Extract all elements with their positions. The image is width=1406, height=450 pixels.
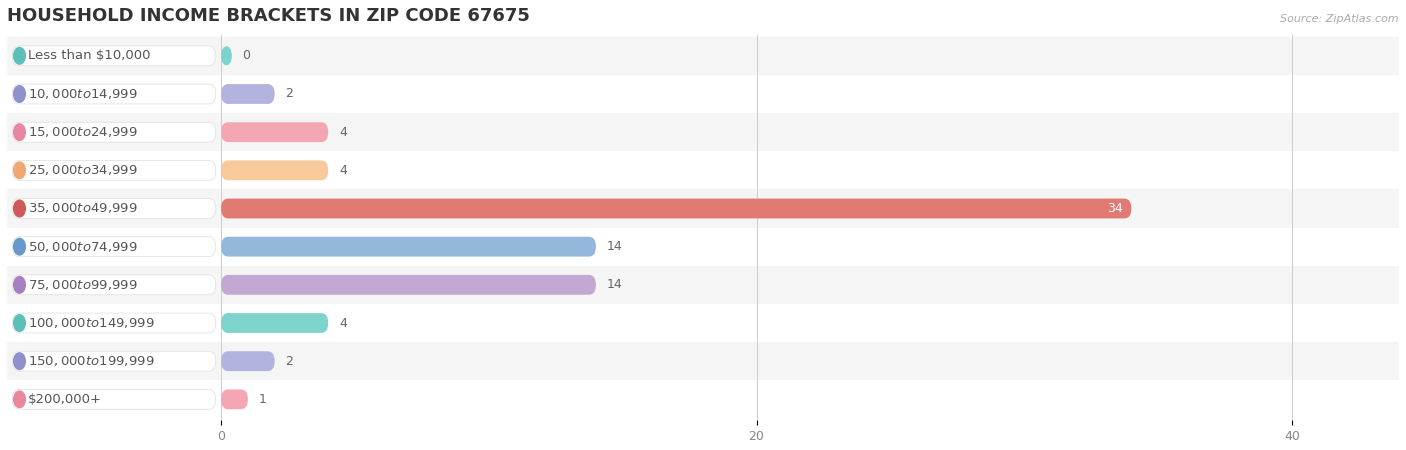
Circle shape — [14, 200, 25, 217]
Text: $100,000 to $149,999: $100,000 to $149,999 — [28, 316, 155, 330]
Bar — [7, 75, 1399, 113]
Text: 2: 2 — [285, 355, 294, 368]
Circle shape — [14, 48, 25, 64]
FancyBboxPatch shape — [221, 351, 274, 371]
Circle shape — [14, 391, 25, 408]
Text: $35,000 to $49,999: $35,000 to $49,999 — [28, 202, 138, 216]
FancyBboxPatch shape — [221, 160, 328, 180]
FancyBboxPatch shape — [221, 198, 1132, 218]
FancyBboxPatch shape — [13, 122, 215, 142]
Text: 0: 0 — [242, 50, 250, 63]
Circle shape — [14, 162, 25, 179]
Circle shape — [14, 86, 25, 102]
FancyBboxPatch shape — [221, 389, 247, 409]
Bar — [7, 228, 1399, 266]
Circle shape — [14, 276, 25, 293]
Text: Source: ZipAtlas.com: Source: ZipAtlas.com — [1281, 14, 1399, 23]
Bar — [7, 266, 1399, 304]
Circle shape — [14, 238, 25, 255]
FancyBboxPatch shape — [13, 198, 215, 218]
FancyBboxPatch shape — [13, 351, 215, 371]
Text: $75,000 to $99,999: $75,000 to $99,999 — [28, 278, 138, 292]
Text: $150,000 to $199,999: $150,000 to $199,999 — [28, 354, 155, 368]
Text: 4: 4 — [339, 126, 347, 139]
Text: Less than $10,000: Less than $10,000 — [28, 50, 150, 63]
Text: $10,000 to $14,999: $10,000 to $14,999 — [28, 87, 138, 101]
Text: 14: 14 — [606, 279, 623, 291]
Bar — [7, 189, 1399, 228]
FancyBboxPatch shape — [13, 237, 215, 256]
FancyBboxPatch shape — [13, 389, 215, 409]
Text: $25,000 to $34,999: $25,000 to $34,999 — [28, 163, 138, 177]
FancyBboxPatch shape — [13, 313, 215, 333]
Text: 34: 34 — [1108, 202, 1123, 215]
Bar — [7, 151, 1399, 189]
FancyBboxPatch shape — [13, 275, 215, 295]
Text: 4: 4 — [339, 316, 347, 329]
Circle shape — [14, 315, 25, 331]
FancyBboxPatch shape — [13, 160, 215, 180]
Text: $15,000 to $24,999: $15,000 to $24,999 — [28, 125, 138, 139]
FancyBboxPatch shape — [221, 313, 328, 333]
Bar — [7, 37, 1399, 75]
Text: 4: 4 — [339, 164, 347, 177]
Text: $50,000 to $74,999: $50,000 to $74,999 — [28, 240, 138, 254]
FancyBboxPatch shape — [221, 275, 596, 295]
Text: 1: 1 — [259, 393, 267, 406]
FancyBboxPatch shape — [221, 122, 328, 142]
Text: $200,000+: $200,000+ — [28, 393, 103, 406]
FancyBboxPatch shape — [13, 46, 215, 66]
Text: 14: 14 — [606, 240, 623, 253]
Text: 2: 2 — [285, 87, 294, 100]
Bar — [7, 380, 1399, 419]
Bar — [7, 113, 1399, 151]
Bar — [7, 304, 1399, 342]
FancyBboxPatch shape — [221, 84, 274, 104]
Text: HOUSEHOLD INCOME BRACKETS IN ZIP CODE 67675: HOUSEHOLD INCOME BRACKETS IN ZIP CODE 67… — [7, 7, 530, 25]
Bar — [7, 342, 1399, 380]
Circle shape — [14, 124, 25, 140]
FancyBboxPatch shape — [13, 84, 215, 104]
FancyBboxPatch shape — [221, 237, 596, 256]
FancyBboxPatch shape — [221, 46, 232, 66]
Circle shape — [14, 353, 25, 369]
